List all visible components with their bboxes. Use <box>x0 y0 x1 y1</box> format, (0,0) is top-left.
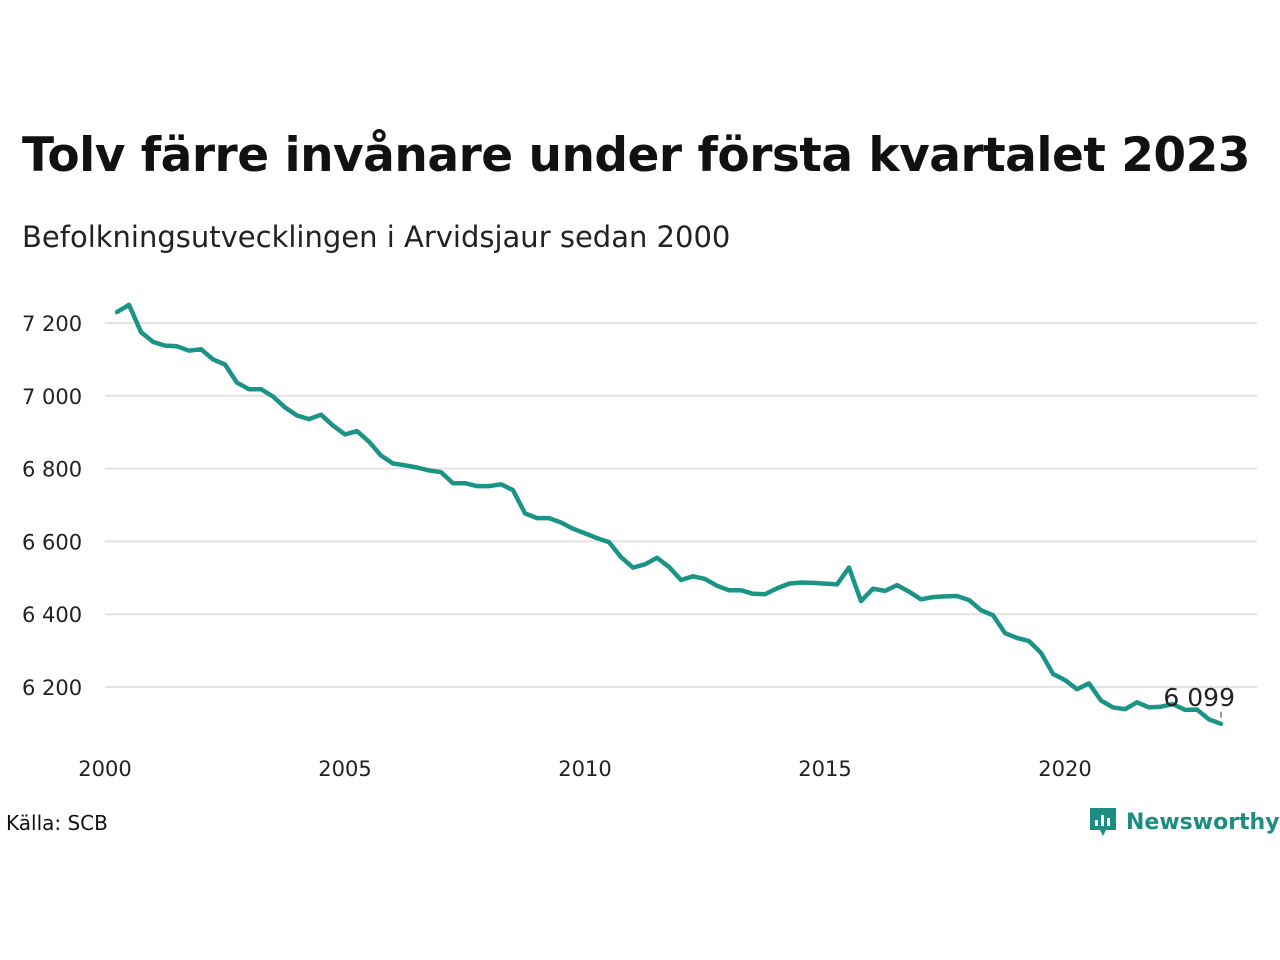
series-layer <box>114 302 1224 727</box>
brand-name: Newsworthy <box>1126 809 1280 835</box>
x-tick-label: 2000 <box>78 757 131 781</box>
newsworthy-logo-icon <box>1090 808 1116 836</box>
y-tick-label: 6 600 <box>22 530 82 554</box>
x-tick-label: 2005 <box>318 757 371 781</box>
annotation-label: 6 099 <box>1163 683 1235 712</box>
y-tick-label: 6 800 <box>22 458 82 482</box>
x-tick-label: 2010 <box>558 757 611 781</box>
brand-logo-group: Newsworthy <box>1088 803 1280 841</box>
y-tick-label: 6 200 <box>22 676 82 700</box>
x-tick-label: 2020 <box>1038 757 1091 781</box>
y-tick-label: 7 000 <box>22 385 82 409</box>
y-axis-ticks: 6 200 6 400 6 600 6 800 7 000 7 200 <box>22 312 82 700</box>
x-tick-label: 2015 <box>798 757 851 781</box>
y-tick-label: 6 400 <box>22 603 82 627</box>
series-line-0 <box>114 302 1224 727</box>
gridlines <box>105 322 1257 688</box>
chart-title: Tolv färre invånare under första kvartal… <box>22 128 1251 183</box>
y-tick-label: 7 200 <box>22 312 82 336</box>
annotation-layer: 6 099 <box>1163 683 1235 718</box>
chart-subtitle: Befolkningsutvecklingen i Arvidsjaur sed… <box>22 220 731 254</box>
source-note: Källa: SCB <box>6 811 108 835</box>
x-axis-ticks: 2000 2005 2010 2015 2020 <box>78 757 1091 781</box>
